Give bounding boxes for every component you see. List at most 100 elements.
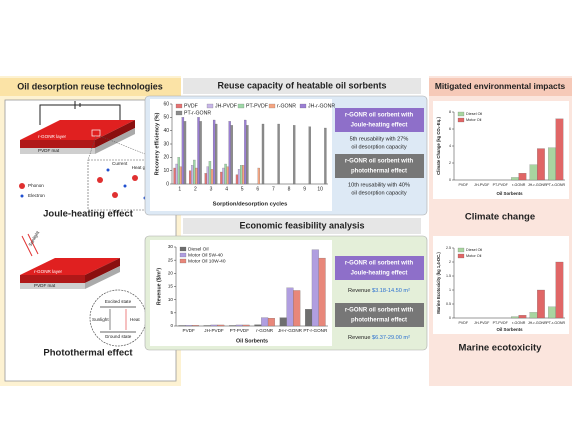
x-tick-label: r-GONR bbox=[256, 328, 274, 333]
bar bbox=[173, 167, 176, 185]
bar bbox=[548, 306, 556, 319]
bar bbox=[228, 121, 231, 185]
x-tick-label: 2 bbox=[194, 186, 197, 192]
heat-label: Heat bbox=[130, 317, 140, 322]
legend-label: PVDF bbox=[184, 103, 198, 109]
y-tick-label: 0.5 bbox=[446, 302, 451, 306]
bar bbox=[177, 157, 180, 185]
chart-area bbox=[150, 99, 332, 211]
legend-label: PT-r-GONR bbox=[184, 110, 211, 116]
current-label: Current bbox=[112, 161, 128, 166]
y-tick-label: 15 bbox=[168, 284, 174, 289]
x-tick-label: 5 bbox=[241, 186, 244, 192]
chart-area bbox=[150, 240, 332, 346]
x-tick-label: 3 bbox=[210, 186, 213, 192]
bar bbox=[226, 166, 229, 185]
bar bbox=[191, 325, 199, 327]
y-tick-label: 10 bbox=[163, 168, 169, 174]
x-tick-label: JH-r-GONR bbox=[278, 328, 303, 333]
electron-label: Electron bbox=[28, 193, 45, 198]
legend-swatch bbox=[268, 103, 276, 109]
bar bbox=[537, 148, 545, 181]
ground-label: Ground state bbox=[105, 334, 132, 339]
layer-label: r-GONR layer bbox=[38, 134, 67, 139]
bar bbox=[305, 309, 313, 327]
note-part: Revenue bbox=[348, 335, 370, 341]
y-tick-label: 4 bbox=[449, 144, 451, 148]
layer-label: r-GONR layer bbox=[34, 269, 63, 274]
y-tick-label: 2.5 bbox=[446, 246, 451, 250]
legend-label: Motor Oil bbox=[466, 118, 482, 122]
x-axis-label: Oil Sorbents bbox=[496, 191, 523, 196]
note-box bbox=[335, 154, 424, 178]
note: Joule-heating effect bbox=[351, 271, 408, 277]
x-tick-label: JH-PVDF bbox=[474, 183, 490, 187]
bar bbox=[215, 123, 218, 185]
bar bbox=[230, 125, 233, 185]
title-band bbox=[183, 218, 421, 234]
legend-swatch bbox=[206, 103, 214, 109]
x-axis-label: Oil Sorbents bbox=[236, 338, 268, 344]
bar bbox=[518, 315, 527, 319]
bar bbox=[261, 123, 265, 185]
panel-title: Economic feasibility analysis bbox=[239, 220, 364, 230]
bar bbox=[511, 316, 519, 319]
x-tick-label: 6 bbox=[256, 186, 259, 192]
bar bbox=[208, 161, 212, 185]
excited-label: Excited state bbox=[105, 299, 132, 304]
x-tick-label: JH-r-GONR bbox=[528, 183, 547, 187]
x-tick-label: 7 bbox=[272, 186, 275, 192]
y-tick-label: 2 bbox=[449, 260, 451, 264]
note: Revenue $3.18-14.50 m² bbox=[348, 288, 410, 294]
y-tick-label: 50 bbox=[163, 115, 169, 121]
bar bbox=[235, 324, 243, 327]
mat-label: PVDF mat bbox=[34, 283, 56, 288]
bar bbox=[199, 121, 202, 185]
y-tick-label: 60 bbox=[163, 101, 169, 107]
panel-title: Reuse capacity of heatable oil sorbents bbox=[217, 80, 386, 90]
note: r-GONR oil sorbent with bbox=[345, 308, 414, 314]
bar bbox=[178, 325, 186, 327]
x-tick-label: PT-r-GONR bbox=[546, 321, 565, 325]
bar bbox=[324, 127, 327, 185]
caption: Climate change bbox=[465, 212, 535, 223]
bar bbox=[224, 163, 227, 185]
bar bbox=[518, 173, 527, 181]
bar bbox=[191, 165, 194, 185]
panel-title: Mitigated environmental impacts bbox=[435, 81, 566, 91]
y-tick-label: 20 bbox=[168, 271, 174, 276]
x-tick-label: 8 bbox=[288, 186, 291, 192]
y-tick-label: 8 bbox=[449, 110, 451, 114]
bar bbox=[548, 147, 556, 181]
chart-area bbox=[433, 236, 569, 334]
legend-swatch bbox=[237, 103, 245, 109]
bar bbox=[277, 123, 280, 185]
x-tick-label: PVDF bbox=[458, 183, 468, 187]
note: oil desorption capacity bbox=[351, 190, 407, 196]
x-tick-label: 1 bbox=[178, 186, 181, 192]
legend-swatch bbox=[179, 252, 187, 258]
caption: Photothermal effect bbox=[43, 348, 133, 359]
note: 5th reusability with 27% bbox=[350, 136, 409, 142]
note: Joule-heating effect bbox=[351, 123, 408, 129]
y-tick-label: 20 bbox=[163, 155, 169, 161]
bar bbox=[212, 119, 216, 185]
y-axis-label: Recovery efficiency (%) bbox=[154, 112, 160, 175]
legend-swatch bbox=[457, 111, 465, 117]
legend-swatch bbox=[179, 258, 187, 264]
note: r-GONR oil sorbent with bbox=[345, 159, 414, 165]
bar bbox=[206, 166, 210, 185]
x-tick-label: PT-PVDF bbox=[230, 328, 250, 333]
legend-label: Diesel Oil bbox=[466, 248, 482, 252]
legend-swatch bbox=[457, 247, 465, 253]
note: r-GONR oil sorbent with bbox=[345, 113, 414, 119]
x-tick-label: PVDF bbox=[458, 321, 468, 325]
x-tick-label: PVDF bbox=[183, 328, 195, 333]
legend-label: r-GONR bbox=[277, 103, 296, 109]
bar bbox=[254, 324, 262, 327]
note: photothermal effect bbox=[351, 318, 407, 324]
y-tick-label: 1 bbox=[449, 288, 451, 292]
legend-swatch bbox=[457, 253, 465, 259]
bar bbox=[183, 121, 187, 185]
bar bbox=[555, 118, 564, 181]
